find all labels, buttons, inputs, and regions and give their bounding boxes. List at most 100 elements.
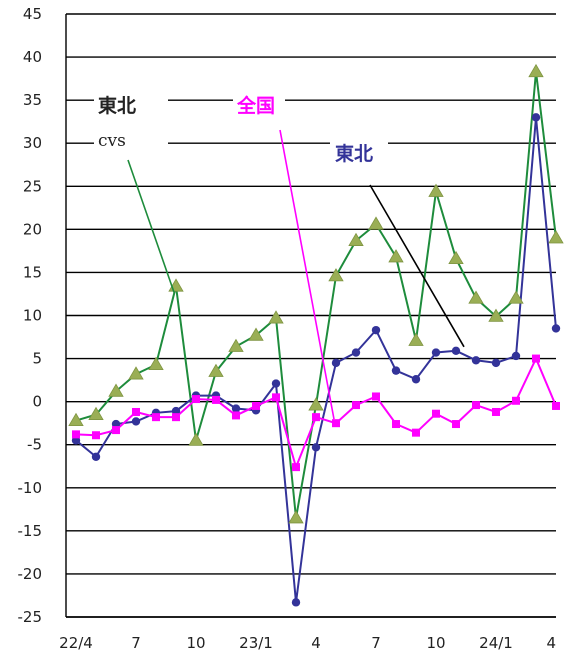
data-point bbox=[468, 290, 484, 304]
data-point bbox=[128, 366, 144, 380]
data-point bbox=[532, 354, 540, 363]
data-point bbox=[132, 407, 140, 416]
y-tick-label: 30 bbox=[23, 134, 42, 152]
annotation-background bbox=[330, 138, 388, 166]
y-tick-labels: 45 40 35 30 25 20 15 10 5 0 -5 -10 -15 -20 -25 bbox=[18, 5, 43, 626]
data-point bbox=[371, 325, 381, 335]
annotations: 東北 cvs 全国 東北 bbox=[98, 94, 373, 165]
data-point bbox=[348, 232, 364, 246]
annotation-tohoku-cvs-line1: 東北 bbox=[98, 94, 136, 117]
data-point bbox=[291, 598, 301, 607]
x-tick-label: 24/1 bbox=[479, 634, 513, 652]
data-point bbox=[471, 356, 481, 365]
data-point bbox=[388, 249, 404, 263]
annotation-tohoku: 東北 bbox=[335, 142, 373, 165]
data-point bbox=[232, 411, 240, 420]
y-tick-label: 25 bbox=[23, 177, 42, 195]
data-point bbox=[208, 363, 224, 377]
data-point bbox=[491, 358, 501, 368]
data-point bbox=[331, 358, 341, 368]
annotation-zenkoku: 全国 bbox=[236, 94, 275, 117]
data-point bbox=[372, 392, 380, 401]
data-point bbox=[192, 395, 200, 404]
data-point bbox=[368, 216, 384, 230]
y-tick-label: 10 bbox=[23, 307, 42, 325]
data-point bbox=[472, 401, 480, 410]
y-tick-label: -25 bbox=[18, 608, 43, 626]
x-tick-label: 10 bbox=[426, 634, 445, 652]
x-tick-label: 23/1 bbox=[239, 634, 273, 652]
data-point bbox=[312, 413, 320, 422]
data-point bbox=[351, 348, 361, 357]
data-point bbox=[392, 420, 400, 429]
data-point bbox=[528, 63, 544, 78]
data-point bbox=[448, 250, 464, 265]
data-point bbox=[228, 338, 244, 352]
data-point bbox=[148, 356, 164, 371]
data-point bbox=[432, 409, 440, 418]
data-point bbox=[252, 401, 260, 410]
data-point bbox=[428, 183, 444, 197]
data-point bbox=[231, 404, 241, 413]
data-point bbox=[492, 407, 500, 416]
annotation-backgrounds bbox=[94, 90, 388, 166]
data-point bbox=[352, 401, 360, 410]
data-point bbox=[248, 327, 264, 341]
annotation-leader bbox=[279, 129, 335, 420]
data-point bbox=[268, 310, 284, 324]
x-tick-label: 7 bbox=[131, 634, 141, 652]
y-tick-label: -10 bbox=[18, 479, 43, 497]
data-point bbox=[531, 113, 541, 122]
data-point bbox=[328, 268, 344, 282]
x-tick-label: 22/4 bbox=[59, 634, 93, 652]
data-point bbox=[92, 431, 100, 440]
data-point bbox=[288, 510, 304, 524]
data-point bbox=[172, 413, 180, 422]
data-point bbox=[88, 406, 104, 420]
annotation-leader bbox=[127, 159, 175, 293]
data-point bbox=[412, 428, 420, 437]
y-tick-label: 40 bbox=[23, 48, 42, 66]
data-point bbox=[112, 426, 120, 435]
data-point bbox=[452, 420, 460, 429]
y-tick-label: -5 bbox=[27, 436, 42, 454]
y-tick-label: 35 bbox=[23, 91, 42, 109]
y-tick-label: 45 bbox=[23, 5, 42, 23]
y-tick-label: -20 bbox=[18, 565, 43, 583]
annotation-tohoku-cvs-line2: cvs bbox=[98, 131, 126, 151]
data-point bbox=[431, 348, 441, 357]
x-tick-label: 4 bbox=[546, 634, 556, 652]
x-tick-label: 10 bbox=[186, 634, 205, 652]
y-tick-label: 5 bbox=[32, 350, 42, 368]
data-point bbox=[391, 366, 401, 375]
y-tick-label: -15 bbox=[18, 522, 43, 540]
y-tick-label: 15 bbox=[23, 263, 42, 281]
annotation-leaders bbox=[127, 129, 465, 420]
data-point bbox=[271, 379, 281, 388]
data-point bbox=[451, 346, 461, 356]
y-tick-label: 20 bbox=[23, 220, 42, 238]
data-point bbox=[508, 290, 524, 304]
data-point bbox=[512, 396, 520, 405]
data-point bbox=[548, 230, 564, 244]
x-tick-labels: 22/4 7 10 23/1 4 7 10 24/1 4 bbox=[59, 634, 556, 652]
data-point bbox=[488, 308, 504, 322]
x-tick-label: 4 bbox=[311, 634, 321, 652]
data-point bbox=[188, 432, 204, 446]
annotation-leader bbox=[369, 184, 465, 348]
data-point bbox=[511, 351, 521, 361]
data-point bbox=[551, 324, 561, 333]
data-point bbox=[408, 332, 424, 346]
data-point bbox=[91, 452, 101, 461]
data-point bbox=[68, 412, 84, 426]
data-point bbox=[411, 375, 421, 384]
data-point bbox=[332, 419, 340, 428]
axes bbox=[65, 14, 556, 618]
data-point bbox=[272, 393, 280, 402]
data-point bbox=[152, 413, 160, 422]
annotation-background bbox=[94, 90, 168, 152]
y-tick-label: 0 bbox=[32, 393, 42, 411]
series-markers bbox=[68, 63, 564, 607]
data-point bbox=[212, 395, 220, 404]
